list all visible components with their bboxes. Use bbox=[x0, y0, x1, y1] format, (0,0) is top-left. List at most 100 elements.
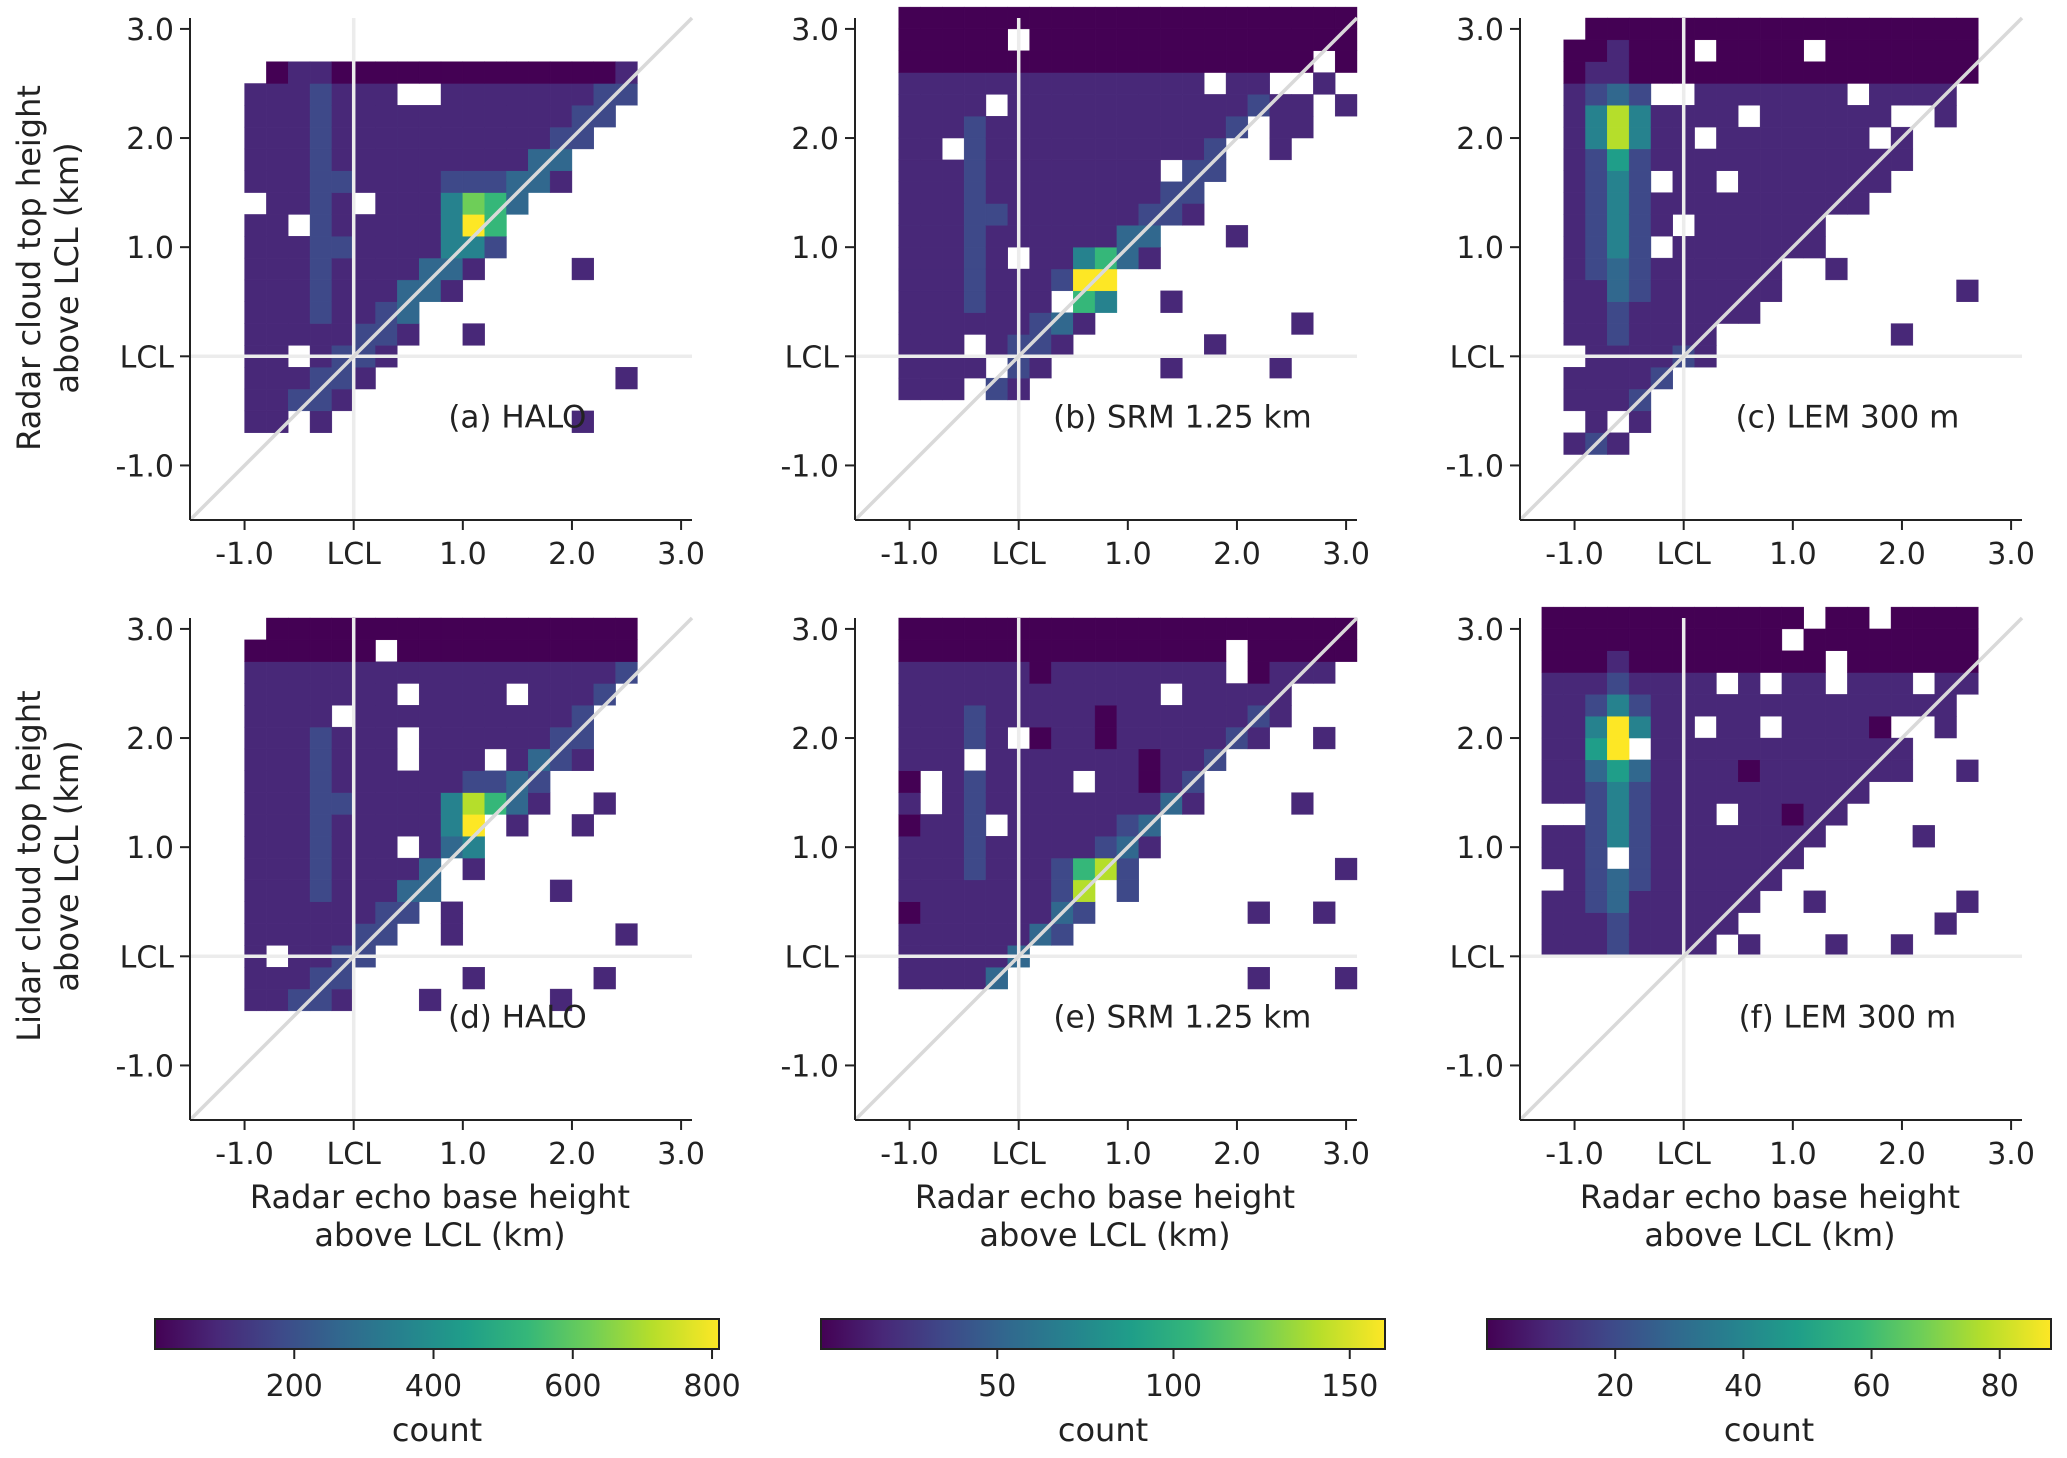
heatmap-cell bbox=[1934, 61, 1957, 84]
heatmap-cell bbox=[1847, 126, 1870, 150]
heatmap-cell bbox=[1051, 770, 1074, 793]
y-tick-label: 1.0 bbox=[126, 831, 174, 866]
heatmap-cell bbox=[1269, 28, 1292, 51]
heatmap-cell bbox=[528, 770, 551, 793]
colorbar-tick-label: 600 bbox=[544, 1369, 601, 1404]
heatmap-cell bbox=[898, 6, 921, 30]
heatmap-cell bbox=[1803, 803, 1826, 826]
heatmap-cell bbox=[1051, 639, 1074, 662]
heatmap-cell bbox=[353, 323, 376, 346]
heatmap-cell bbox=[1890, 83, 1914, 106]
heatmap-cell bbox=[1716, 912, 1739, 935]
heatmap-cell bbox=[920, 683, 943, 706]
heatmap-cell bbox=[1781, 61, 1804, 84]
heatmap-cell bbox=[266, 705, 289, 728]
heatmap-cell bbox=[1585, 126, 1608, 150]
heatmap-cell bbox=[1825, 39, 1848, 62]
heatmap-cell bbox=[1073, 159, 1096, 182]
heatmap-cell bbox=[963, 225, 987, 248]
heatmap-cell bbox=[288, 792, 311, 815]
heatmap-cell bbox=[309, 410, 333, 433]
heatmap-cell bbox=[1738, 17, 1761, 41]
panel-d: -1.0 LCL 1.0 2.0 3.0 3.0 2.0 1.0 LCL -1.0 (d) HALO bbox=[115, 613, 704, 1172]
heatmap-cell bbox=[1585, 257, 1608, 281]
heatmap-cell bbox=[963, 28, 987, 51]
heatmap-cell bbox=[963, 159, 987, 182]
heatmap-cell bbox=[1803, 716, 1826, 739]
heatmap-cell bbox=[309, 214, 333, 237]
heatmap-cell bbox=[1607, 432, 1630, 455]
heatmap-cell bbox=[484, 236, 507, 259]
heatmap-cell bbox=[288, 770, 311, 793]
heatmap-cell bbox=[985, 792, 1008, 815]
heatmap-cell bbox=[266, 726, 289, 750]
heatmap-cell bbox=[1803, 192, 1826, 215]
heatmap-cell bbox=[1029, 28, 1052, 51]
heatmap-cell bbox=[375, 214, 398, 237]
heatmap-cell bbox=[244, 170, 267, 193]
heatmap-cell bbox=[1628, 323, 1652, 346]
heatmap-cell bbox=[1628, 825, 1652, 848]
heatmap-cell bbox=[963, 181, 987, 204]
heatmap-cell bbox=[1956, 759, 1979, 782]
heatmap-cell bbox=[1269, 356, 1292, 379]
heatmap-cell bbox=[920, 28, 943, 51]
heatmap-cell bbox=[440, 748, 464, 771]
heatmap-cell bbox=[506, 705, 529, 728]
heatmap-cell bbox=[1160, 28, 1183, 51]
heatmap-cell bbox=[1138, 661, 1161, 684]
row2-ylabel-line2: above LCL (km) bbox=[48, 740, 86, 991]
heatmap-cell bbox=[1716, 126, 1739, 150]
heatmap-cell bbox=[1956, 279, 1979, 302]
heatmap-cell bbox=[1094, 159, 1118, 182]
colorbar-halo-ticks: 200 400 600 800 bbox=[266, 1349, 741, 1404]
heatmap-cell bbox=[1247, 639, 1270, 662]
heatmap-cell bbox=[309, 367, 333, 390]
heatmap-cell bbox=[1716, 694, 1739, 717]
heatmap-cell bbox=[1563, 126, 1586, 150]
heatmap-cell bbox=[549, 726, 573, 750]
heatmap-cell bbox=[1094, 661, 1118, 684]
heatmap-cell bbox=[1738, 868, 1761, 892]
heatmap-cell bbox=[1094, 770, 1118, 793]
heatmap-cell bbox=[1869, 628, 1892, 651]
heatmap-cell bbox=[244, 748, 267, 771]
heatmap-cell bbox=[1541, 737, 1564, 761]
heatmap-cell bbox=[1182, 748, 1205, 771]
heatmap-cell bbox=[1269, 661, 1292, 684]
heatmap-cell bbox=[985, 639, 1008, 662]
heatmap-cell bbox=[1716, 825, 1739, 848]
heatmap-cell bbox=[1912, 17, 1935, 41]
heatmap-cell bbox=[397, 639, 420, 662]
heatmap-cell bbox=[1738, 628, 1761, 651]
heatmap-cell bbox=[484, 770, 507, 793]
heatmap-cell bbox=[1585, 868, 1608, 892]
heatmap-cell bbox=[484, 639, 507, 662]
heatmap-cell bbox=[1847, 148, 1870, 171]
heatmap-cell bbox=[1650, 628, 1673, 651]
heatmap-cell bbox=[898, 334, 921, 357]
y-tick-label: 1.0 bbox=[791, 831, 839, 866]
heatmap-cell bbox=[1051, 617, 1074, 641]
heatmap-cell bbox=[942, 290, 965, 313]
heatmap-cell bbox=[593, 792, 616, 815]
heatmap-cell bbox=[528, 726, 551, 750]
heatmap-cell bbox=[1313, 726, 1336, 750]
heatmap-cell bbox=[1051, 72, 1074, 95]
heatmap-cell bbox=[331, 323, 354, 346]
heatmap-cell bbox=[898, 967, 921, 990]
heatmap-cell bbox=[1094, 639, 1118, 662]
y-tick-label: 1.0 bbox=[1456, 231, 1504, 266]
heatmap-cell bbox=[1585, 759, 1608, 782]
heatmap-cell bbox=[331, 617, 354, 641]
heatmap-cell bbox=[1847, 716, 1870, 739]
heatmap-cell bbox=[1094, 203, 1118, 226]
heatmap-cell bbox=[1607, 257, 1630, 281]
heatmap-cell bbox=[1585, 716, 1608, 739]
heatmap-cell bbox=[1541, 934, 1564, 957]
heatmap-cell bbox=[440, 236, 464, 259]
heatmap-cell bbox=[397, 301, 420, 324]
heatmap-cell bbox=[440, 617, 464, 641]
heatmap-cell bbox=[1759, 781, 1783, 804]
heatmap-cell bbox=[375, 879, 398, 902]
